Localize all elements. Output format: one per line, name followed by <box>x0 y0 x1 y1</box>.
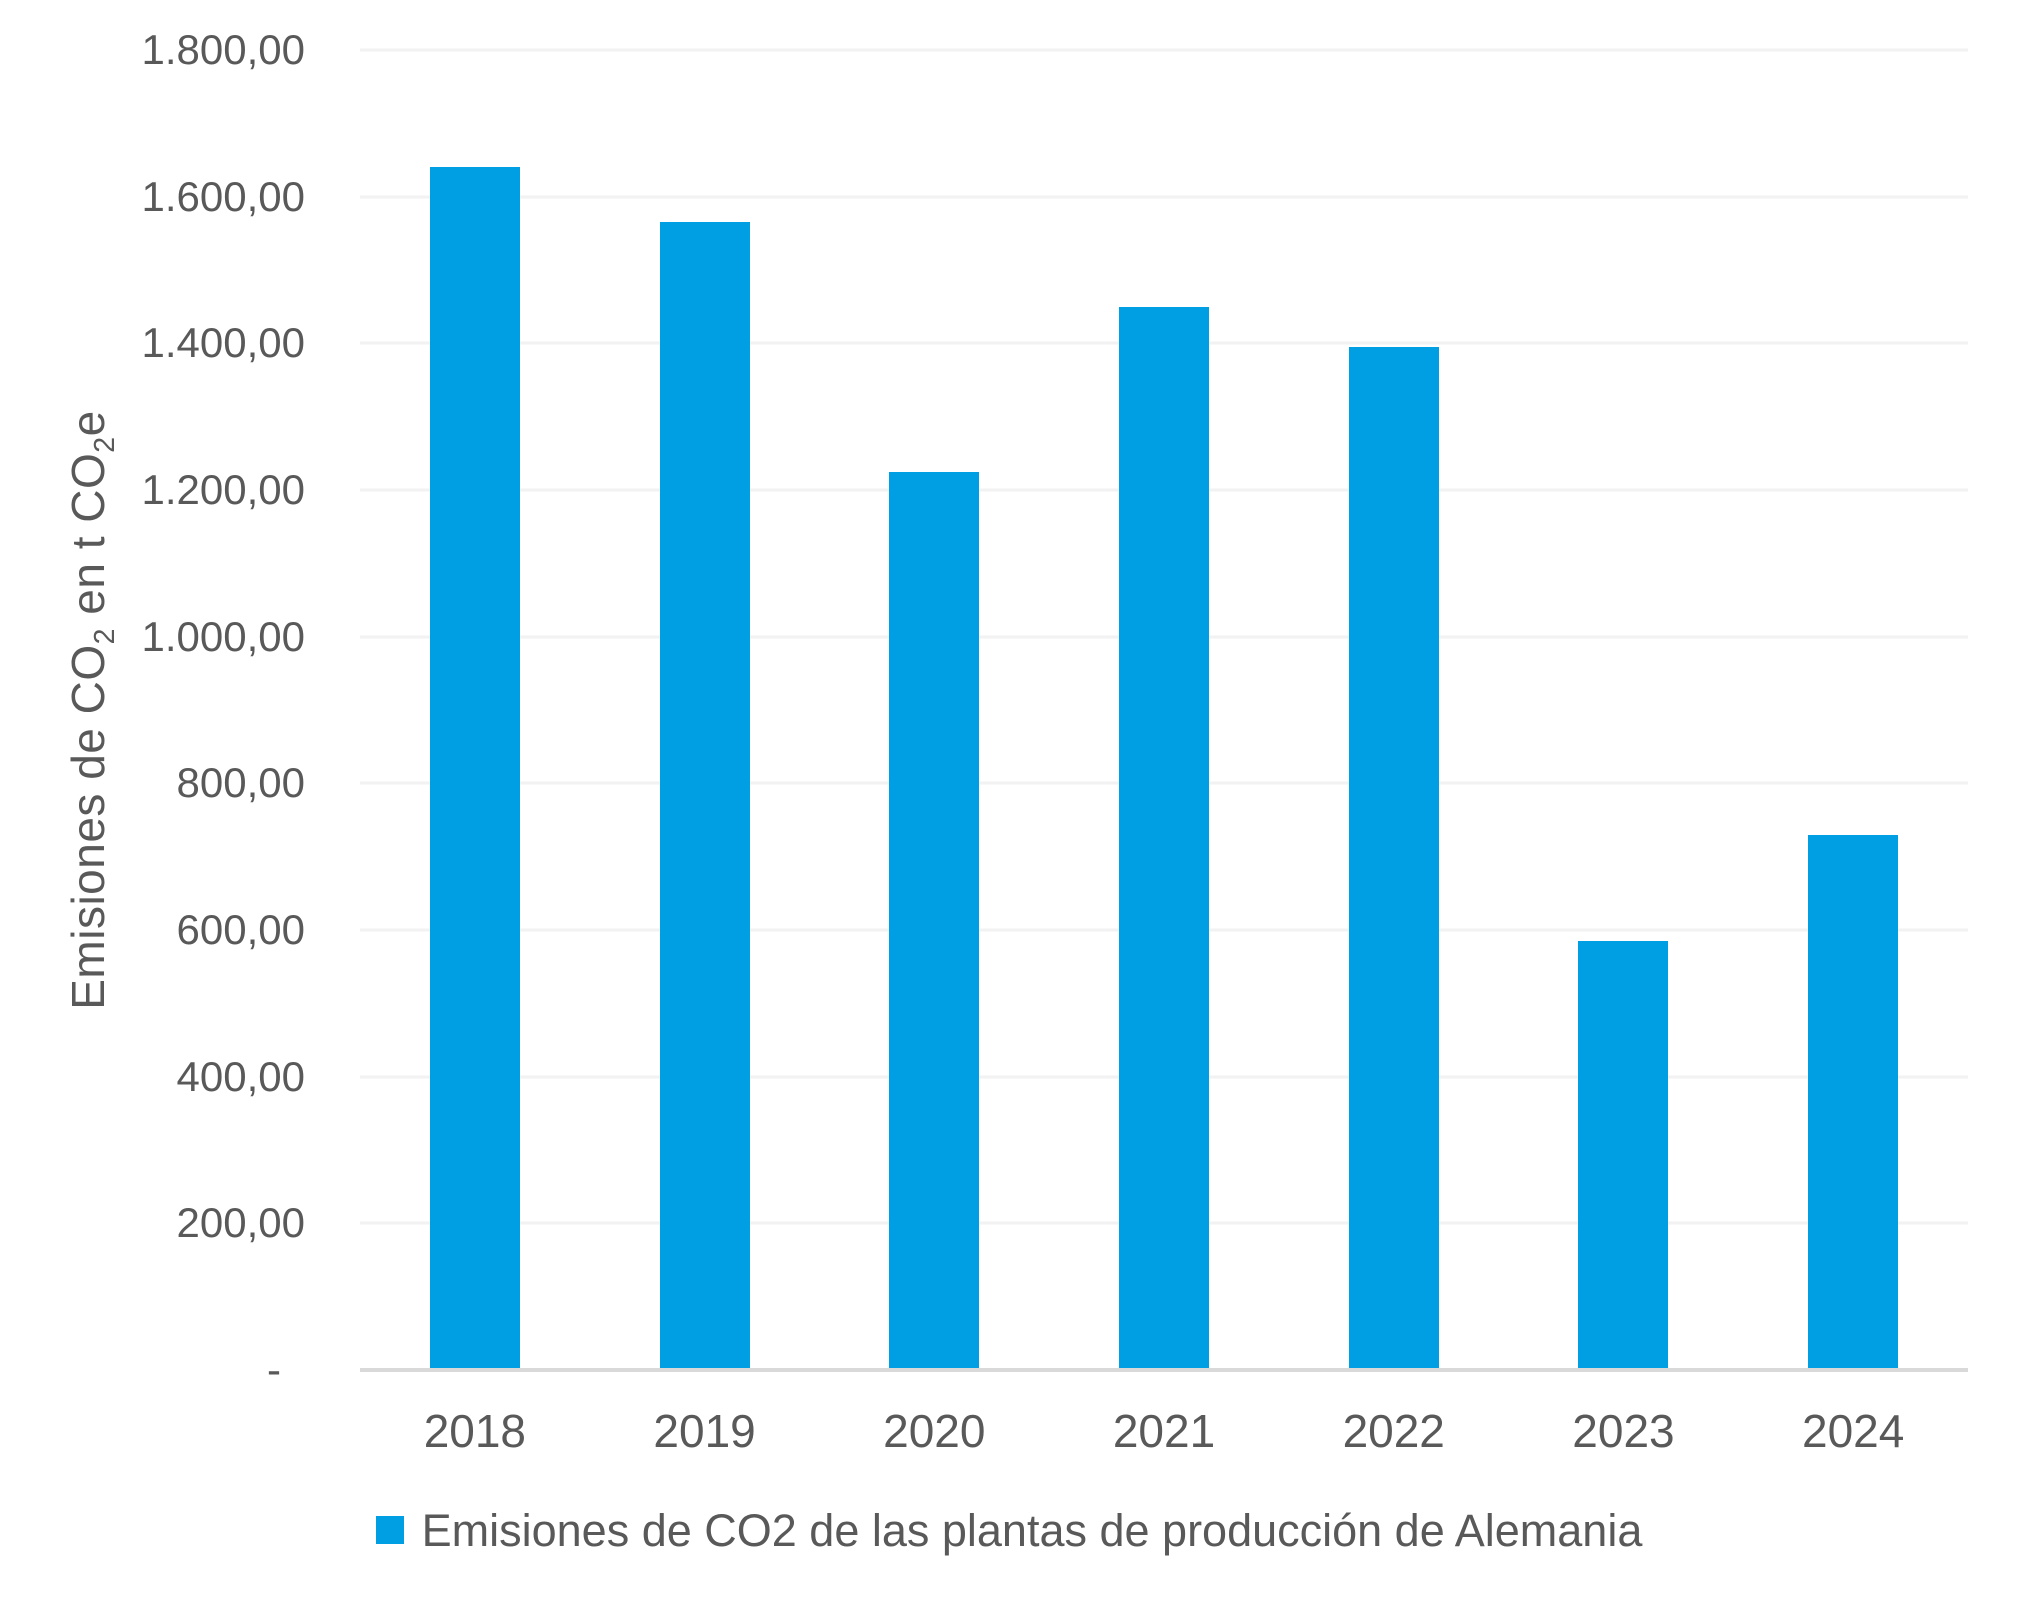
bar-2018 <box>429 167 520 1370</box>
legend-series-label: Emisiones de CO2 de las plantas de produ… <box>421 1504 1643 1556</box>
x-axis-line <box>360 1368 1968 1372</box>
bar-slot-2023 <box>1509 50 1739 1370</box>
y-tick-label-800: 800,00 <box>176 759 305 807</box>
bar-series <box>360 50 1968 1370</box>
y-tick-label-1600: 1.600,00 <box>141 172 306 220</box>
bar-2020 <box>889 471 980 1370</box>
y-axis-tick-labels: - 200,00 400,00 600,00 800,00 1.000,00 1.200,0… <box>0 29 306 1391</box>
x-label-2022: 2022 <box>1342 1405 1445 1457</box>
bar-slot-2024 <box>1738 50 1968 1370</box>
bar-slot-2018 <box>360 50 590 1370</box>
y-tick-label-600: 600,00 <box>176 906 305 953</box>
bar-slot-2021 <box>1049 50 1279 1370</box>
gridline-1800 <box>360 48 1968 52</box>
y-tick-label-1200: 1.200,00 <box>141 466 306 513</box>
y-tick-label-400: 400,00 <box>176 1052 305 1100</box>
bar-2021 <box>1119 306 1210 1370</box>
bar-slot-2020 <box>819 50 1049 1370</box>
legend: Emisiones de CO2 de las plantas de produ… <box>0 1498 2018 1562</box>
bar-slot-2019 <box>590 50 820 1370</box>
y-tick-label-200: 200,00 <box>176 1199 305 1247</box>
x-axis-category-labels: 2018 2019 2020 2021 2022 2023 2024 <box>360 1408 1968 1454</box>
x-label-2023: 2023 <box>1572 1405 1675 1457</box>
x-label-2019: 2019 <box>653 1405 756 1457</box>
x-label-2018: 2018 <box>423 1405 527 1457</box>
bar-2022 <box>1348 347 1439 1370</box>
plot-area <box>360 48 1968 1370</box>
bar-2019 <box>659 222 750 1370</box>
y-tick-label-1800: 1.800,00 <box>141 26 306 73</box>
y-tick-label-1400: 1.400,00 <box>141 319 306 367</box>
bar-2024 <box>1808 834 1899 1370</box>
bar-slot-2022 <box>1279 50 1509 1370</box>
legend-marker-swatch <box>375 1516 404 1544</box>
y-tick-label-0: - <box>267 1346 281 1393</box>
y-tick-label-1000: 1.000,00 <box>141 612 306 660</box>
gridline-1600 <box>360 195 1968 199</box>
bar-2023 <box>1578 941 1669 1370</box>
x-label-2024: 2024 <box>1802 1405 1905 1457</box>
x-label-2020: 2020 <box>883 1405 986 1457</box>
x-label-2021: 2021 <box>1112 1405 1216 1457</box>
